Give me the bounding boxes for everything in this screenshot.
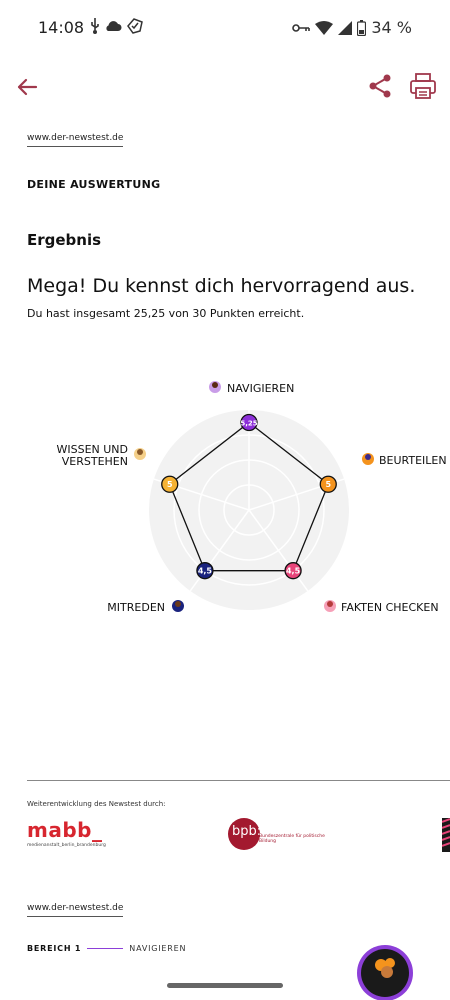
battery-icon	[357, 19, 367, 36]
battery-percent: 34 %	[371, 18, 412, 37]
divider	[27, 780, 450, 781]
navigieren-avatar	[357, 945, 413, 1000]
arrow-left-icon	[17, 78, 38, 96]
status-left-icons	[90, 16, 144, 36]
signal-icon	[338, 20, 353, 35]
bereich-value: NAVIGIEREN	[129, 944, 187, 953]
result-summary: Du hast insgesamt 25,25 von 30 Punkten e…	[27, 307, 305, 320]
person-avatar-icon	[361, 949, 409, 997]
cloud-icon	[106, 21, 122, 31]
vpn-key-icon	[292, 23, 311, 32]
score-point: 5,25	[240, 413, 258, 432]
status-time: 14:08	[38, 18, 85, 37]
mabb-subtitle: medienanstalt_berlin_brandenburg	[27, 843, 106, 848]
axis-label-text: VERSTEHEN	[62, 455, 128, 468]
radar-grid	[149, 410, 349, 610]
score-polygon	[168, 421, 330, 572]
score-point-dot	[240, 413, 258, 432]
score-point-label: 4,5	[286, 567, 301, 576]
score-point: 4,5	[196, 562, 214, 580]
partner-logo-icon	[442, 818, 450, 852]
score-point-dot	[196, 562, 214, 580]
score-point-label: 5	[167, 480, 173, 489]
partner-logo-partial[interactable]	[442, 818, 450, 852]
result-headline: Mega! Du kennst dich hervorragend aus.	[27, 275, 416, 297]
score-point-label: 4,5	[198, 567, 213, 576]
footer-site-link[interactable]: www.der-newstest.de	[27, 903, 124, 917]
bpb-circle	[228, 818, 260, 850]
axis-label-text: FAKTEN CHECKEN	[341, 601, 439, 614]
result-title: Ergebnis	[27, 231, 102, 249]
bpb-abbr: bpb:	[232, 824, 262, 839]
status-bar: 14:08 34 %	[0, 0, 450, 56]
axis-label-mitreden: MITREDEN	[107, 600, 184, 614]
score-point-dot	[284, 562, 302, 580]
credits-label: Weiterentwicklung des Newstest durch:	[27, 800, 166, 808]
gesture-bar[interactable]	[167, 983, 283, 988]
score-point-dot	[161, 475, 179, 493]
axis-label-text: MITREDEN	[107, 601, 165, 614]
mabb-name: mabb_	[27, 818, 103, 842]
axis-label-beurteilen: BEURTEILEN	[362, 453, 447, 467]
site-link[interactable]: www.der-newstest.de	[27, 133, 124, 147]
axis-label-navigieren: NAVIGIEREN	[209, 381, 294, 395]
share-button[interactable]	[366, 72, 394, 100]
score-point-label: 5	[325, 480, 331, 489]
radar-chart: 5,25 5 4,5 4,5 5 NAVIGIEREN BEURTEILEN FAKTE…	[56, 381, 447, 614]
axis-label-text: BEURTEILEN	[379, 454, 447, 467]
score-point: 5	[319, 475, 337, 493]
axis-label-wissen-verstehen: WISSEN UND VERSTEHEN	[56, 443, 146, 468]
share-icon	[369, 74, 391, 98]
score-point: 4,5	[284, 562, 302, 580]
printer-icon	[410, 73, 436, 99]
print-button[interactable]	[408, 71, 438, 101]
bpb-text: Bundeszentrale für politische Bildung	[259, 834, 325, 844]
bpb-logo[interactable]: bpb: Bundeszentrale für politische Bildu…	[228, 818, 328, 850]
back-button[interactable]	[12, 72, 42, 102]
bereich-label: BEREICH 1	[27, 944, 82, 953]
axis-label-fakten-checken: FAKTEN CHECKEN	[324, 600, 439, 614]
check-badge-icon	[127, 18, 143, 34]
score-point-label: 5,25	[240, 420, 257, 428]
bereich-line	[87, 948, 124, 949]
score-point-dot	[319, 475, 337, 493]
wifi-icon	[315, 20, 334, 35]
bereich-row: BEREICH 1 NAVIGIEREN	[27, 944, 186, 953]
axis-label-text: WISSEN UND	[56, 443, 128, 456]
mabb-logo[interactable]: mabb_ medienanstalt_berlin_brandenburg	[27, 818, 106, 848]
section-heading: DEINE AUSWERTUNG	[27, 178, 161, 191]
toolbar	[0, 60, 450, 112]
axis-label-text: NAVIGIEREN	[227, 382, 294, 395]
status-right: 34 %	[292, 18, 412, 37]
usb-icon	[91, 18, 99, 34]
score-point: 5	[161, 475, 179, 493]
